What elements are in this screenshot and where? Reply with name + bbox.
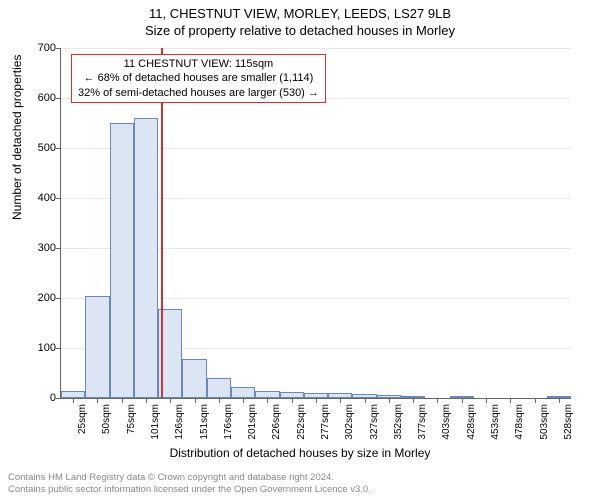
- title-main: 11, CHESTNUT VIEW, MORLEY, LEEDS, LS27 9…: [0, 0, 600, 21]
- footer-line1: Contains HM Land Registry data © Crown c…: [8, 472, 371, 484]
- histogram-bar: [255, 391, 279, 399]
- xtick-label: 252sqm: [296, 404, 307, 440]
- histogram-bar: [134, 118, 158, 398]
- ytick-mark: [56, 98, 61, 99]
- xtick-mark: [97, 398, 98, 403]
- xtick-label: 50sqm: [101, 404, 112, 434]
- ytick-label: 100: [16, 342, 56, 354]
- ytick-label: 600: [16, 92, 56, 104]
- ytick-label: 300: [16, 242, 56, 254]
- xtick-label: 352sqm: [393, 404, 404, 440]
- xtick-label: 126sqm: [174, 404, 185, 440]
- xtick-label: 302sqm: [344, 404, 355, 440]
- title-sub: Size of property relative to detached ho…: [0, 21, 600, 38]
- plot-region: 25sqm50sqm75sqm101sqm126sqm151sqm176sqm2…: [60, 48, 571, 399]
- xtick-mark: [559, 398, 560, 403]
- ytick-mark: [56, 248, 61, 249]
- ytick-label: 400: [16, 192, 56, 204]
- annotation-box: 11 CHESTNUT VIEW: 115sqm← 68% of detache…: [71, 54, 326, 103]
- annotation-line1: 11 CHESTNUT VIEW: 115sqm: [78, 57, 319, 71]
- histogram-bar: [207, 378, 231, 398]
- ytick-mark: [56, 348, 61, 349]
- xtick-mark: [316, 398, 317, 403]
- annotation-line3: 32% of semi-detached houses are larger (…: [78, 86, 319, 100]
- xtick-label: 75sqm: [126, 404, 137, 434]
- footer-attribution: Contains HM Land Registry data © Crown c…: [8, 472, 371, 496]
- xtick-mark: [486, 398, 487, 403]
- xtick-mark: [292, 398, 293, 403]
- ytick-label: 700: [16, 42, 56, 54]
- gridline: [61, 48, 571, 49]
- xtick-mark: [146, 398, 147, 403]
- ytick-label: 200: [16, 292, 56, 304]
- ytick-label: 500: [16, 142, 56, 154]
- xtick-mark: [122, 398, 123, 403]
- xtick-mark: [340, 398, 341, 403]
- xtick-label: 478sqm: [514, 404, 525, 440]
- annotation-line2: ← 68% of detached houses are smaller (1,…: [78, 71, 319, 85]
- xtick-label: 528sqm: [563, 404, 574, 440]
- xtick-label: 327sqm: [369, 404, 380, 440]
- xtick-mark: [510, 398, 511, 403]
- ytick-mark: [56, 398, 61, 399]
- ytick-mark: [56, 198, 61, 199]
- xtick-mark: [195, 398, 196, 403]
- xtick-mark: [413, 398, 414, 403]
- xtick-mark: [535, 398, 536, 403]
- xtick-mark: [170, 398, 171, 403]
- ytick-label: 0: [16, 392, 56, 404]
- xtick-label: 101sqm: [150, 404, 161, 440]
- xtick-mark: [462, 398, 463, 403]
- histogram-bar: [85, 296, 109, 399]
- xtick-label: 403sqm: [441, 404, 452, 440]
- ytick-mark: [56, 298, 61, 299]
- xtick-label: 453sqm: [490, 404, 501, 440]
- histogram-bar: [110, 123, 134, 398]
- chart-container: 11, CHESTNUT VIEW, MORLEY, LEEDS, LS27 9…: [0, 0, 600, 500]
- ytick-mark: [56, 148, 61, 149]
- histogram-bar: [182, 359, 206, 398]
- histogram-bar: [61, 391, 85, 399]
- xtick-mark: [437, 398, 438, 403]
- xtick-label: 176sqm: [223, 404, 234, 440]
- xtick-mark: [389, 398, 390, 403]
- ytick-mark: [56, 48, 61, 49]
- footer-line2: Contains public sector information licen…: [8, 484, 371, 496]
- xtick-mark: [243, 398, 244, 403]
- xtick-label: 377sqm: [417, 404, 428, 440]
- xtick-label: 25sqm: [77, 404, 88, 434]
- xtick-label: 277sqm: [320, 404, 331, 440]
- chart-area: 25sqm50sqm75sqm101sqm126sqm151sqm176sqm2…: [60, 48, 570, 398]
- xtick-mark: [73, 398, 74, 403]
- xtick-label: 226sqm: [271, 404, 282, 440]
- x-axis-label: Distribution of detached houses by size …: [0, 446, 600, 460]
- histogram-bar: [231, 387, 255, 398]
- xtick-label: 503sqm: [539, 404, 550, 440]
- xtick-mark: [267, 398, 268, 403]
- xtick-mark: [219, 398, 220, 403]
- xtick-label: 151sqm: [199, 404, 210, 440]
- xtick-label: 428sqm: [466, 404, 477, 440]
- xtick-mark: [365, 398, 366, 403]
- xtick-label: 201sqm: [247, 404, 258, 440]
